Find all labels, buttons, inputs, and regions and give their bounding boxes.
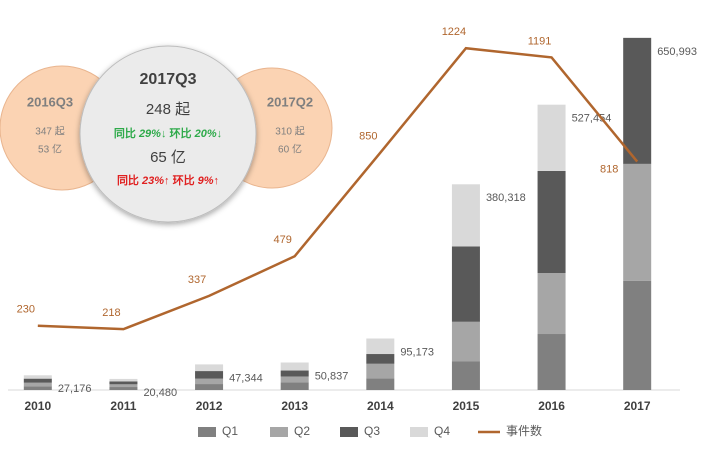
bubble-title: 2017Q3 [140,71,197,88]
legend-label: Q4 [434,424,450,438]
legend: Q1 Q2 Q3 Q4 事件数 [198,423,542,438]
change-label: 同比 [114,126,136,140]
bar-segment [451,184,480,247]
total-label: 20,480 [143,387,177,399]
total-label: 47,344 [229,372,263,384]
bubble-text: 347 起 [35,126,64,138]
x-tick-label: 2012 [196,399,223,413]
x-tick-label: 2014 [367,399,394,413]
change-label: 环比 [173,173,195,187]
change-value: 20%↓ [194,128,223,140]
bar-segment [109,387,138,390]
bar-segment [109,381,138,385]
bar-segment [366,354,395,364]
bar-segment [195,364,224,372]
x-tick-label: 2017 [624,399,651,413]
bubble-title: 2016Q3 [27,94,73,109]
bubble-text: 310 起 [275,126,304,138]
bar-segment [537,170,566,273]
line-label: 479 [274,234,292,246]
bar-segment [366,363,395,379]
bar-segment [623,163,652,281]
legend-swatch [198,427,216,437]
line-label: 1191 [528,35,552,47]
bar-segment [537,272,566,335]
bar-segment [623,280,652,390]
bubble-change: 同比 23%↑ 环比 9%↑ [117,173,219,187]
bar-segment [537,334,566,390]
bubble-text: 65 亿 [150,149,186,166]
x-tick-label: 2013 [281,399,308,413]
bar-segment [451,246,480,322]
bar-segment [195,384,224,390]
bubble [79,45,257,223]
bar-segment [195,378,224,385]
legend-label: Q1 [222,424,238,438]
total-label: 380,318 [486,192,526,204]
bar-segment [280,382,309,390]
bar-segment [23,375,52,379]
bar-segment [195,371,224,379]
change-value: 23%↑ [141,175,170,187]
x-tick-label: 2011 [110,399,136,413]
legend-swatch [270,427,288,437]
total-label: 50,837 [315,370,349,382]
x-tick-label: 2015 [453,399,480,413]
change-value: 29%↓ [138,128,167,140]
legend-swatch [410,427,428,437]
bar-segment [623,37,652,164]
bar-segment [366,338,395,355]
line-label: 337 [188,274,206,286]
bar-segment [109,378,138,382]
line-label: 218 [102,307,120,319]
bubble-change: 同比 29%↓ 环比 20%↓ [114,126,222,140]
bar-segment [280,370,309,377]
x-tick-label: 2010 [24,399,51,413]
bar-segment [280,362,309,371]
bar-segment [280,376,309,383]
legend-label: 事件数 [506,423,542,438]
bubbles: 2016Q3 347 起 53 亿 2017Q2 310 起 60 亿 2017… [0,45,333,223]
x-tick-label: 2016 [538,399,565,413]
bar-segment [366,378,395,390]
bar-segment [537,104,566,171]
change-label: 环比 [170,126,192,140]
total-label: 27,176 [58,383,92,395]
bubble-text: 53 亿 [38,143,62,156]
bubble-title: 2017Q2 [267,94,313,109]
total-label: 650,993 [657,46,697,58]
legend-label: Q2 [294,424,310,438]
legend-swatch [340,427,358,437]
total-label: 527,454 [572,113,612,125]
change-label: 同比 [117,173,139,187]
line-label: 850 [359,131,377,143]
line-label: 1224 [442,26,466,38]
line-label: 230 [17,304,35,316]
line [37,46,639,331]
bar-segment [451,321,480,362]
bubble-text: 60 亿 [278,143,302,156]
change-value: 9%↑ [198,175,219,187]
line-label: 818 [600,163,618,175]
plot: 27,176 2010 20,480 2011 47,344 2012 50,837 2013… [8,26,697,413]
total-label: 95,173 [400,346,434,358]
bar-segment [23,378,52,383]
bubble-text: 248 起 [146,101,190,118]
bar-segment [451,361,480,390]
bar-segment [23,382,52,387]
legend-label: Q3 [364,424,380,438]
bar-segment [109,384,138,388]
bar-segment [23,386,52,390]
